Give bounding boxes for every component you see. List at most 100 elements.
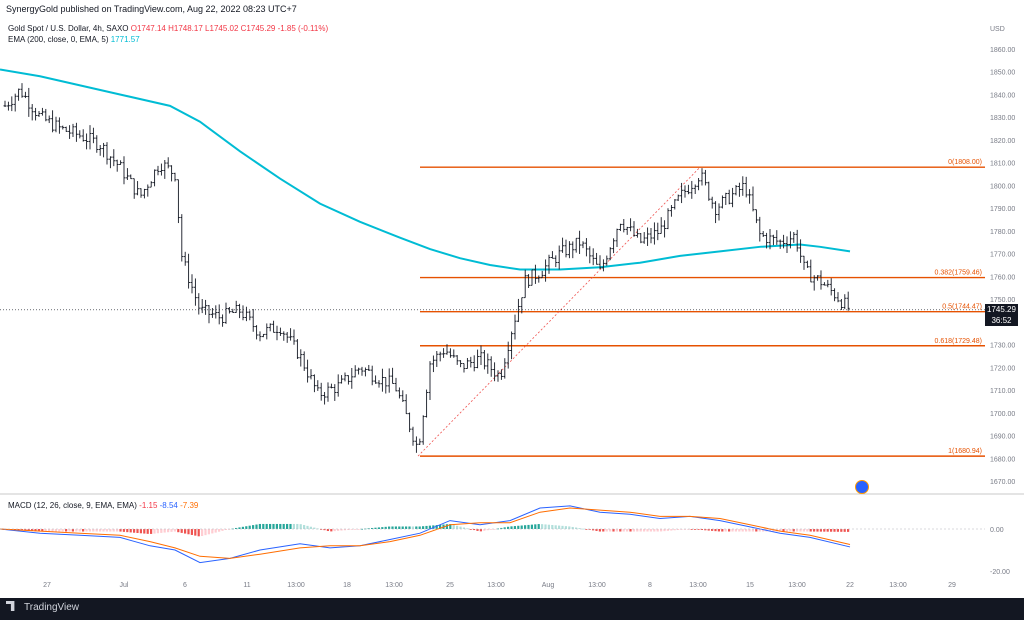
price-bar: [734, 184, 738, 196]
price-bar: [438, 351, 442, 362]
price-bar: [132, 178, 136, 199]
macd-hist-bar: [354, 529, 357, 530]
price-bar: [744, 176, 748, 198]
price-bar: [98, 145, 102, 156]
price-bar: [751, 186, 755, 212]
ema-legend: EMA (200, close, 0, EMA, 5) 1771.57: [8, 35, 140, 44]
price-bar: [822, 282, 826, 286]
price-bar: [527, 274, 531, 288]
price-bar: [748, 189, 752, 204]
price-bar: [428, 361, 432, 400]
macd-hist-bar: [755, 529, 758, 532]
price-bar: [496, 370, 500, 382]
price-bar: [782, 234, 786, 249]
macd-hist-bar: [469, 529, 472, 530]
fib-level-label: 0(1808.00): [948, 159, 982, 166]
price-bar: [292, 329, 296, 345]
open-value: O1747.14: [130, 24, 166, 33]
macd-hist-bar: [139, 529, 142, 534]
macd-hist-bar: [561, 525, 564, 529]
price-bar: [142, 188, 146, 199]
event-flag-icon[interactable]: [855, 480, 869, 494]
price-bar: [445, 344, 449, 355]
price-bar: [771, 234, 775, 246]
price-bar: [693, 184, 697, 195]
macd-hist-bar: [320, 529, 323, 530]
macd-hist-bar: [840, 529, 843, 532]
price-bar: [598, 255, 602, 269]
price-bar: [47, 115, 51, 124]
macd-hist-bar: [95, 529, 98, 532]
macd-hist-bar: [449, 524, 452, 529]
price-bar: [105, 142, 109, 165]
price-bar: [6, 101, 10, 111]
macd-hist-bar: [143, 529, 146, 534]
price-bar: [452, 349, 456, 358]
price-bar: [95, 135, 99, 153]
price-tick-label: 1800.00: [990, 183, 1015, 190]
price-bar: [258, 331, 262, 342]
price-bar: [309, 369, 313, 380]
price-bar: [652, 222, 656, 245]
macd-hist-bar: [92, 529, 95, 532]
price-bar: [115, 159, 119, 172]
macd-hist-bar: [823, 529, 826, 532]
macd-hist-bar: [717, 529, 720, 532]
macd-hist-bar: [782, 529, 785, 532]
price-bar: [775, 230, 779, 245]
ema-line: [0, 68, 851, 271]
time-tick-label: 8: [648, 582, 652, 589]
chart-canvas[interactable]: 0(1808.00) 0.382(1759.46) 0.5(1744.47) 0.61…: [0, 0, 1024, 598]
price-bar: [632, 221, 636, 237]
price-bar: [615, 228, 619, 248]
macd-hist-bar: [483, 529, 486, 531]
current-price-text: 1745.29: [987, 304, 1016, 314]
price-bar: [649, 228, 653, 244]
price-bar: [829, 278, 833, 296]
time-tick-label: 13:00: [788, 582, 806, 589]
macd-hist-bar: [734, 529, 737, 532]
price-bar: [183, 251, 187, 266]
price-bar: [156, 165, 160, 176]
time-tick-label: 13:00: [889, 582, 907, 589]
macd-hist-bar: [41, 529, 44, 532]
time-tick-label: 29: [948, 582, 956, 589]
macd-hist-bar: [109, 529, 112, 532]
price-bar: [268, 323, 272, 332]
price-bar: [588, 246, 592, 264]
macd-hist-bar: [126, 529, 129, 533]
macd-hist-bar: [660, 529, 663, 532]
macd-hist-bar: [180, 529, 183, 533]
macd-hist-bar: [500, 527, 503, 529]
macd-axis: 0.00 -20.00: [0, 527, 1010, 576]
macd-hist-bar: [61, 529, 64, 532]
macd-hist-bar: [34, 529, 37, 532]
price-bar: [3, 100, 7, 108]
macd-hist-bar: [415, 526, 418, 529]
macd-hist-bar: [272, 523, 275, 529]
macd-hist-bar: [99, 529, 102, 532]
macd-hist-bar: [486, 529, 489, 531]
price-bar: [333, 384, 337, 401]
macd-hist-bar: [541, 524, 544, 529]
macd-hist-bar: [367, 528, 370, 530]
ema-value: 1771.57: [110, 35, 140, 44]
macd-hist-bar: [71, 529, 74, 532]
tradingview-logo[interactable]: TradingView: [6, 601, 79, 613]
macd-hist-bar: [697, 529, 700, 530]
macd-hist-bar: [796, 529, 799, 532]
price-bar: [795, 229, 799, 252]
macd-hist-bar: [670, 529, 673, 531]
price-bar: [533, 264, 537, 284]
fib-trend-line: [417, 166, 701, 457]
price-bar: [217, 304, 221, 325]
price-bar: [13, 93, 17, 112]
price-bar: [574, 237, 578, 253]
macd-hist-bar: [286, 523, 289, 529]
time-tick-label: 18: [343, 582, 351, 589]
price-bar: [350, 367, 354, 389]
currency-label: USD: [990, 26, 1005, 33]
macd-hist-bar: [388, 526, 391, 529]
macd-legend: MACD (12, 26, close, 9, EMA, EMA) -1.15 …: [8, 501, 198, 510]
price-bar: [612, 238, 616, 254]
